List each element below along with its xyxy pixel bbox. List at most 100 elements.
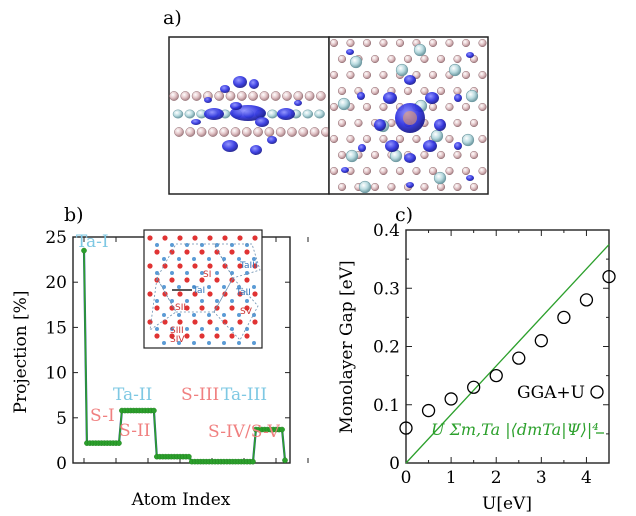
inset-label-s2: SII: [175, 303, 186, 313]
inset-atom-s: [222, 263, 228, 269]
side-atom-s-top: [293, 91, 304, 101]
inset-atom-s: [177, 235, 183, 241]
side-atom-ta: [172, 109, 184, 119]
top-atom-s: [346, 134, 355, 144]
chart-b-point: [116, 440, 122, 446]
inset-atom-ta: [215, 327, 219, 331]
top-atom-s: [445, 134, 454, 144]
top-atom-s: [412, 134, 421, 144]
inset-atom-ta: [162, 313, 166, 317]
density-blob: [204, 108, 224, 120]
top-atom-s: [337, 150, 347, 160]
top-atom-s: [362, 70, 372, 80]
chart-c-ytick-label: 0.3: [373, 279, 400, 299]
top-atom-s: [337, 86, 347, 96]
top-atom-s: [403, 86, 413, 96]
chart-b-point: [186, 453, 192, 460]
structure-top-view: [328, 36, 489, 195]
top-atom-s: [428, 70, 438, 80]
legend-gga-label: GGA+U: [517, 383, 585, 403]
density-blob: [466, 175, 474, 181]
top-atom-s: [412, 166, 421, 176]
top-atom-ta: [461, 133, 475, 147]
chart-b-xlabel: Atom Index: [131, 490, 231, 510]
inset-atom-ta: [155, 243, 159, 247]
inset-atom-ta: [252, 257, 256, 261]
side-atom-s-bottom: [287, 127, 297, 137]
top-atom-s: [453, 86, 462, 96]
top-atom-ta: [349, 55, 363, 69]
chart-c-point: [444, 392, 458, 406]
chart-c-point: [512, 351, 526, 365]
inset-atom-s: [162, 235, 168, 241]
inset-atom-ta: [200, 271, 204, 275]
inset-atom-ta: [222, 257, 226, 261]
top-atom-s: [329, 102, 339, 112]
inset-atom-s: [177, 319, 183, 325]
top-atom-s: [379, 134, 388, 144]
side-atom-s-bottom: [196, 127, 207, 137]
density-blob: [454, 142, 462, 150]
top-atom-s: [370, 182, 380, 192]
top-atom-s: [379, 70, 388, 80]
chart-b-annotation: S-IV/S-V: [208, 422, 281, 442]
top-atom-s: [362, 38, 372, 48]
chart-c-xlabel: U[eV]: [482, 494, 532, 514]
top-atom-s: [387, 182, 396, 192]
panel-label-b: b): [64, 204, 84, 226]
inset-atom-s: [252, 235, 258, 241]
top-atom-s: [453, 182, 462, 192]
top-atom-ta: [465, 89, 479, 103]
side-atom-ta: [302, 109, 314, 119]
top-atom-s: [329, 134, 339, 144]
density-blob: [383, 92, 397, 104]
top-atom-s: [453, 150, 462, 160]
density-blob: [233, 76, 247, 88]
top-atom-s: [370, 150, 380, 160]
top-atom-ta: [433, 171, 447, 185]
top-atom-ta: [345, 149, 359, 163]
chart-c-ytick-label: 0: [389, 454, 400, 474]
inset-atom-ta: [170, 243, 174, 247]
top-atom-s: [420, 150, 429, 160]
top-atom-s: [337, 54, 347, 64]
side-atom-s-top: [259, 91, 270, 101]
inset-atom-s: [192, 235, 198, 241]
density-blob: [466, 52, 474, 58]
inset-label-s3: SIII: [170, 326, 184, 336]
top-atom-s: [379, 102, 388, 112]
top-atom-s: [428, 166, 438, 176]
top-atom-s: [395, 134, 405, 144]
density-blob: [357, 92, 365, 100]
side-atom-ta: [184, 109, 196, 119]
inset-atom-s: [222, 235, 228, 241]
top-atom-s: [370, 54, 380, 64]
side-atom-ta: [314, 109, 325, 119]
chart-b: 0 5 10 15 20 25 Projection [%] Atom Index Ta-…: [11, 228, 309, 510]
inset-atom-ta: [252, 341, 256, 345]
chart-c-point: [579, 293, 594, 307]
side-atom-s-bottom: [253, 127, 263, 137]
chart-c-ylabel: Monolayer Gap [eV]: [337, 260, 357, 433]
chart-b-point: [279, 426, 285, 433]
top-atom-s: [445, 166, 454, 176]
legend-model-label: U Σm,Ta |⟨dmTa|Ψ⟩|⁴: [431, 420, 599, 439]
top-atom-s: [420, 182, 429, 192]
chart-b-point: [282, 457, 288, 464]
chart-c-point: [399, 421, 413, 435]
inset-atom-ta: [222, 313, 226, 317]
inset-atom-s: [237, 263, 243, 269]
density-blob: [204, 97, 212, 103]
top-atom-s: [420, 86, 429, 96]
inset-atom-ta: [252, 285, 256, 289]
inset-atom-s: [207, 291, 213, 297]
top-atom-ta: [358, 180, 372, 194]
side-atom-s-bottom: [298, 127, 309, 137]
side-atom-s-bottom: [275, 127, 286, 137]
inset-atom-ta: [237, 313, 241, 317]
inset-atom-s: [169, 305, 175, 311]
inset-atom-ta: [185, 271, 189, 275]
density-blob: [255, 117, 269, 127]
inset-atom-s: [214, 333, 220, 339]
top-atom-s: [461, 70, 471, 80]
